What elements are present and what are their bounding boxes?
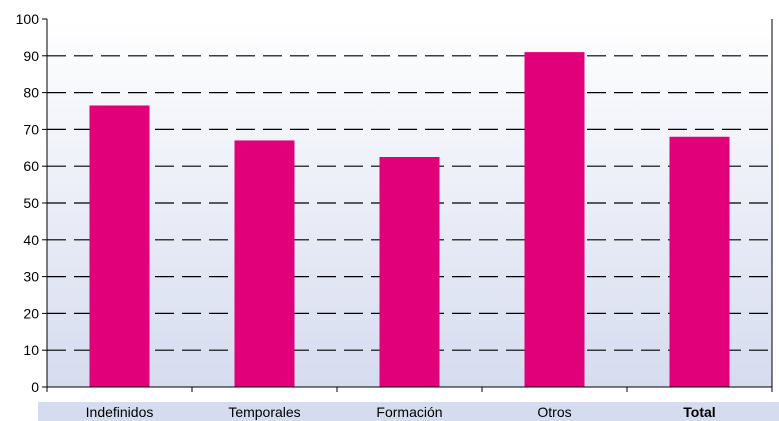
bar xyxy=(89,105,150,387)
y-tick-label: 80 xyxy=(23,85,39,101)
category-band xyxy=(38,402,779,421)
bars xyxy=(89,52,730,388)
y-tick-label: 40 xyxy=(23,232,39,248)
category-label: Indefinidos xyxy=(86,404,154,420)
y-tick-label: 70 xyxy=(23,121,39,137)
category-label: Total xyxy=(683,404,715,420)
y-tick-label: 100 xyxy=(16,11,40,27)
category-label: Otros xyxy=(537,404,571,420)
category-label: Temporales xyxy=(228,404,300,420)
axes xyxy=(42,18,773,392)
bar xyxy=(669,136,730,387)
y-tick-label: 30 xyxy=(23,269,39,285)
y-tick-label: 50 xyxy=(23,195,39,211)
y-tick-labels: 0 10 20 30 40 50 60 70 80 90 100 xyxy=(16,11,40,395)
y-tick-label: 10 xyxy=(23,342,39,358)
bar xyxy=(234,140,295,387)
bar xyxy=(524,52,585,388)
y-tick-label: 90 xyxy=(23,48,39,64)
bar xyxy=(379,157,440,387)
y-tick-label: 20 xyxy=(23,305,39,321)
y-tick-label: 60 xyxy=(23,158,39,174)
y-tick-label: 0 xyxy=(31,379,39,395)
x-category-labels: Indefinidos Temporales Formación Otros Total xyxy=(86,404,716,420)
category-label: Formación xyxy=(376,404,442,420)
